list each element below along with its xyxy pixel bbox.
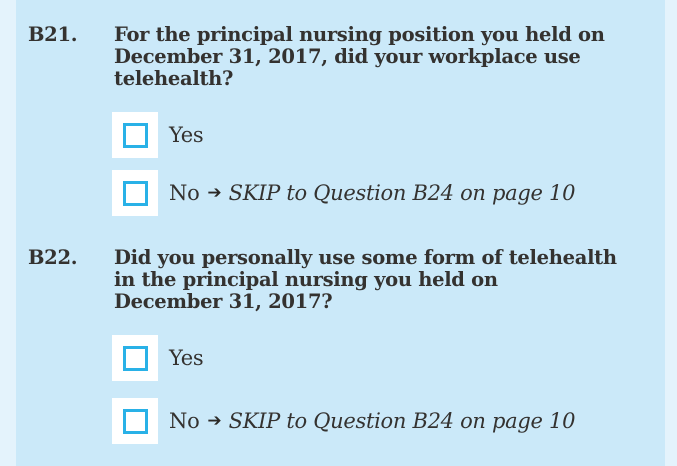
checkbox-b21-no[interactable] — [112, 170, 158, 216]
checkbox-square-icon — [122, 408, 148, 434]
skip-instruction: SKIP to Question B24 on page 10 — [228, 181, 576, 205]
answer-label-no: No — [169, 181, 200, 205]
answer-label-no: No — [169, 409, 200, 433]
question-number: B21. — [28, 23, 78, 46]
checkbox-square-icon — [122, 345, 148, 371]
question-text-line: Did you personally use some form of tele… — [114, 246, 617, 269]
skip-instruction: SKIP to Question B24 on page 10 — [228, 409, 576, 433]
question-text: Did you personally use some form of tele… — [114, 247, 617, 313]
checkbox-b22-no[interactable] — [112, 398, 158, 444]
answer-row-b22-yes: Yes — [112, 335, 665, 381]
question-panel: B21. For the principal nursing position … — [16, 0, 665, 466]
skip-arrow-icon: ➔ — [207, 183, 222, 203]
answer-row-b22-no: No ➔ SKIP to Question B24 on page 10 — [112, 398, 665, 444]
question-b21: B21. For the principal nursing position … — [28, 24, 665, 90]
checkbox-square-icon — [122, 180, 148, 206]
answer-label-yes: Yes — [169, 346, 204, 370]
answer-row-b21-no: No ➔ SKIP to Question B24 on page 10 — [112, 170, 665, 216]
checkbox-square-icon — [122, 122, 148, 148]
question-b22: B22. Did you personally use some form of… — [28, 247, 665, 313]
question-text: For the principal nursing position you h… — [114, 24, 605, 90]
answer-label-yes: Yes — [169, 123, 204, 147]
panel-content: B21. For the principal nursing position … — [16, 0, 665, 444]
question-text-line: December 31, 2017, did your workplace us… — [114, 45, 581, 68]
question-text-line: For the principal nursing position you h… — [114, 23, 605, 46]
question-text-line: December 31, 2017? — [114, 290, 333, 313]
question-number: B22. — [28, 246, 78, 269]
answers-b22: Yes No ➔ SKIP to Question B24 on page 10 — [112, 335, 665, 444]
answers-b21: Yes No ➔ SKIP to Question B24 on page 10 — [112, 112, 665, 216]
skip-arrow-icon: ➔ — [207, 411, 222, 431]
answer-row-b21-yes: Yes — [112, 112, 665, 158]
question-text-line: in the principal nursing you held on — [114, 268, 498, 291]
checkbox-b21-yes[interactable] — [112, 112, 158, 158]
question-text-line: telehealth? — [114, 67, 234, 90]
checkbox-b22-yes[interactable] — [112, 335, 158, 381]
